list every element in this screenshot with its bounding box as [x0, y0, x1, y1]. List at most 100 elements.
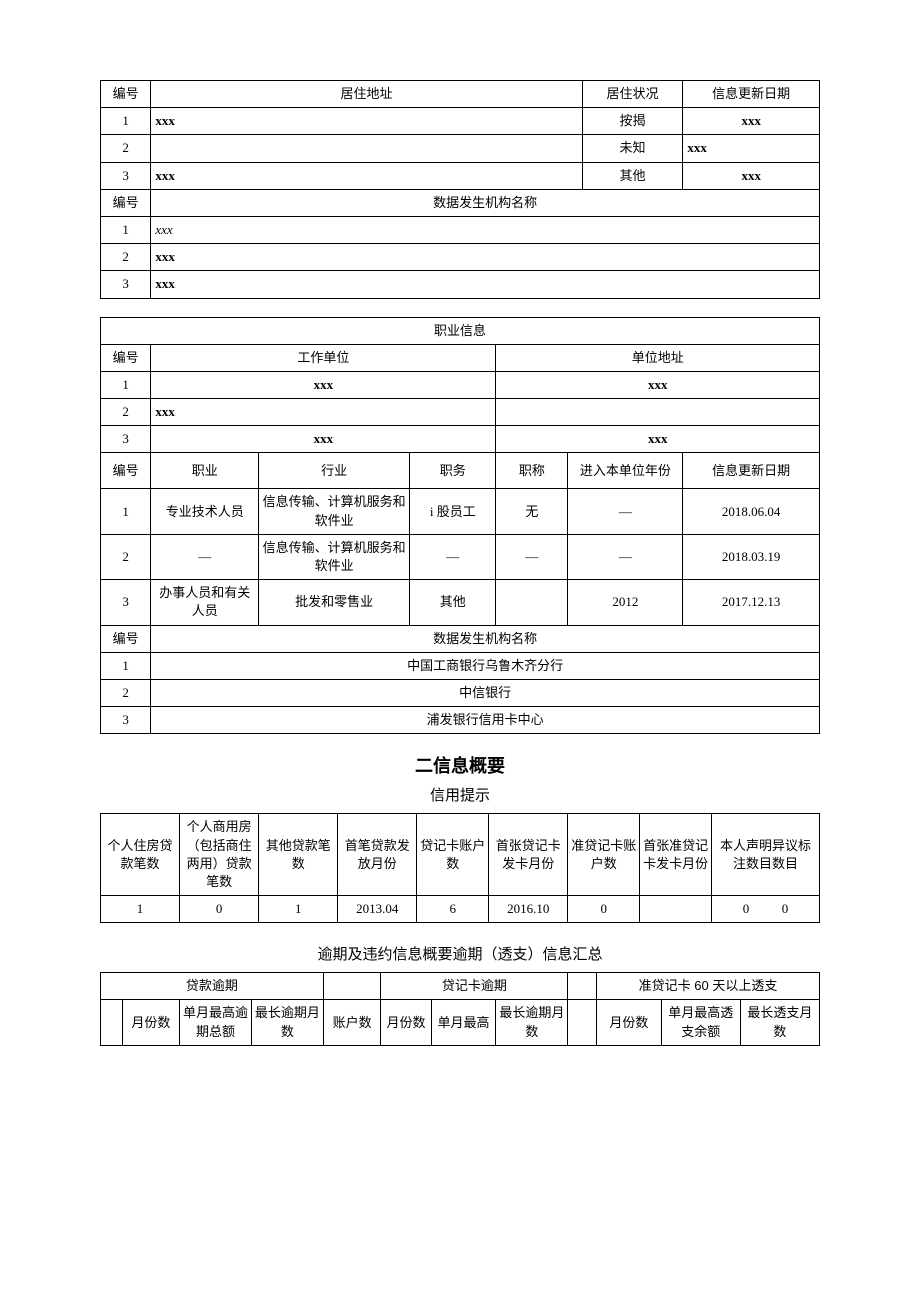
cell-date: xxx: [683, 162, 820, 189]
table-row: 3 浦发银行信用卡中心: [101, 707, 820, 734]
occupation-title: 职业信息: [101, 317, 820, 344]
ch3: 首笔贷款发放月份: [338, 814, 417, 896]
col-duty: 职务: [410, 453, 496, 489]
overdue-title: 逾期及违约信息概要逾期（透支）信息汇总: [100, 943, 820, 964]
cell-org: 浦发银行信用卡中心: [151, 707, 820, 734]
ch6: 准贷记卡账户数: [568, 814, 640, 896]
cell-no: 2: [101, 244, 151, 271]
cell-no: 1: [101, 371, 151, 398]
occupation-table: 职业信息 编号 工作单位 单位地址 1 xxx xxx 2 xxx 3 xxx …: [100, 317, 820, 735]
col-no: 编号: [101, 81, 151, 108]
cell-industry: 信息传输、计算机服务和软件业: [259, 534, 410, 579]
table-row: 3 xxx 其他 xxx: [101, 162, 820, 189]
cell-org: 中国工商银行乌鲁木齐分行: [151, 652, 820, 679]
cell-year: 2012: [568, 580, 683, 625]
cell-addr: xxx: [151, 162, 582, 189]
cell-duty: —: [410, 534, 496, 579]
table-row: 1 专业技术人员 信息传输、计算机服务和软件业 i 股员工 无 — 2018.0…: [101, 489, 820, 534]
cell-org: 中信银行: [151, 679, 820, 706]
cell-title: [496, 580, 568, 625]
col-status: 居住状况: [582, 81, 683, 108]
cell-duty: i 股员工: [410, 489, 496, 534]
col-industry: 行业: [259, 453, 410, 489]
cell-job: 专业技术人员: [151, 489, 259, 534]
table-row: 3 xxx xxx: [101, 426, 820, 453]
table-row: 2 — 信息传输、计算机服务和软件业 — — — 2018.03.19: [101, 534, 820, 579]
col-no: 编号: [101, 453, 151, 489]
cv7: [640, 896, 712, 923]
table-row: 1 xxx xxx: [101, 371, 820, 398]
cv3: 2013.04: [338, 896, 417, 923]
cv4: 6: [417, 896, 489, 923]
grp-blank1: [323, 973, 381, 1000]
cell-unit: xxx: [151, 399, 496, 426]
cell-date: xxx: [683, 108, 820, 135]
sh3: 最长逾期月数: [251, 1000, 323, 1045]
table-row: 1 0 1 2013.04 6 2016.10 0 0 0: [101, 896, 820, 923]
col-date: 信息更新日期: [683, 453, 820, 489]
cell-status: 按揭: [582, 108, 683, 135]
table-row: 2 中信银行: [101, 679, 820, 706]
table-row: 1 xxx: [101, 216, 820, 243]
credit-summary-table: 个人住房贷款笔数 个人商用房（包括商住两用）贷款笔数 其他贷款笔数 首笔贷款发放…: [100, 813, 820, 923]
sh10: 单月最高透支余额: [661, 1000, 740, 1045]
cell-no: 2: [101, 679, 151, 706]
cell-no: 2: [101, 399, 151, 426]
table-row: 1 xxx 按揭 xxx: [101, 108, 820, 135]
table-row: 3 办事人员和有关人员 批发和零售业 其他 2012 2017.12.13: [101, 580, 820, 625]
cell-unit: xxx: [151, 426, 496, 453]
col-unit: 工作单位: [151, 344, 496, 371]
cell-status: 未知: [582, 135, 683, 162]
cell-addr: xxx: [151, 108, 582, 135]
col-job: 职业: [151, 453, 259, 489]
ch2: 其他贷款笔数: [259, 814, 338, 896]
residence-table: 编号 居住地址 居住状况 信息更新日期 1 xxx 按揭 xxx 2 未知 xx…: [100, 80, 820, 299]
cell-unit: xxx: [151, 371, 496, 398]
cv0: 1: [101, 896, 180, 923]
cell-addr: xxx: [496, 426, 820, 453]
col-no: 编号: [101, 625, 151, 652]
cell-year: —: [568, 489, 683, 534]
sh4: 账户数: [323, 1000, 381, 1045]
cell-date: 2018.03.19: [683, 534, 820, 579]
cell-no: 3: [101, 426, 151, 453]
grp-quasi: 准贷记卡 60 天以上透支: [597, 973, 820, 1000]
cell-org: xxx: [151, 271, 820, 298]
cell-no: 1: [101, 652, 151, 679]
summary-title: 二信息概要: [100, 752, 820, 778]
cell-year: —: [568, 534, 683, 579]
cell-date: xxx: [683, 135, 820, 162]
cell-addr: [496, 399, 820, 426]
cell-no: 2: [101, 135, 151, 162]
cell-no: 3: [101, 162, 151, 189]
ch7: 首张准贷记卡发卡月份: [640, 814, 712, 896]
sh2: 单月最高逾期总额: [180, 1000, 252, 1045]
cell-duty: 其他: [410, 580, 496, 625]
cv2: 1: [259, 896, 338, 923]
grp-blank2: [568, 973, 597, 1000]
cv1: 0: [180, 896, 259, 923]
table-row: 2 xxx: [101, 399, 820, 426]
col-org: 数据发生机构名称: [151, 625, 820, 652]
ch1: 个人商用房（包括商住两用）贷款笔数: [180, 814, 259, 896]
cell-no: 3: [101, 707, 151, 734]
sh8: [568, 1000, 597, 1045]
ch4: 贷记卡账户数: [417, 814, 489, 896]
table-row: 2 未知 xxx: [101, 135, 820, 162]
grp-credit: 贷记卡逾期: [381, 973, 568, 1000]
cell-title: 无: [496, 489, 568, 534]
cv6: 0: [568, 896, 640, 923]
cv8: 0 0: [712, 896, 820, 923]
sh11: 最长透支月数: [740, 1000, 819, 1045]
cell-no: 1: [101, 489, 151, 534]
sh5: 月份数: [381, 1000, 431, 1045]
cell-industry: 信息传输、计算机服务和软件业: [259, 489, 410, 534]
cell-job: 办事人员和有关人员: [151, 580, 259, 625]
cell-title: —: [496, 534, 568, 579]
table-row: 1 中国工商银行乌鲁木齐分行: [101, 652, 820, 679]
cell-no: 2: [101, 534, 151, 579]
ch5: 首张贷记卡发卡月份: [489, 814, 568, 896]
cell-no: 1: [101, 216, 151, 243]
sh0: [101, 1000, 123, 1045]
col-date: 信息更新日期: [683, 81, 820, 108]
